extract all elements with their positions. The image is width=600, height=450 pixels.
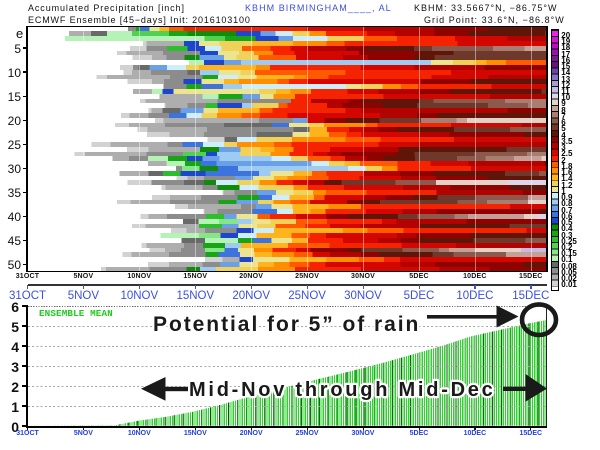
svg-text:Mid-Nov through Mid-Dec: Mid-Nov through Mid-Dec bbox=[189, 379, 496, 401]
svg-text:Potential for 5” of rain: Potential for 5” of rain bbox=[153, 313, 420, 336]
